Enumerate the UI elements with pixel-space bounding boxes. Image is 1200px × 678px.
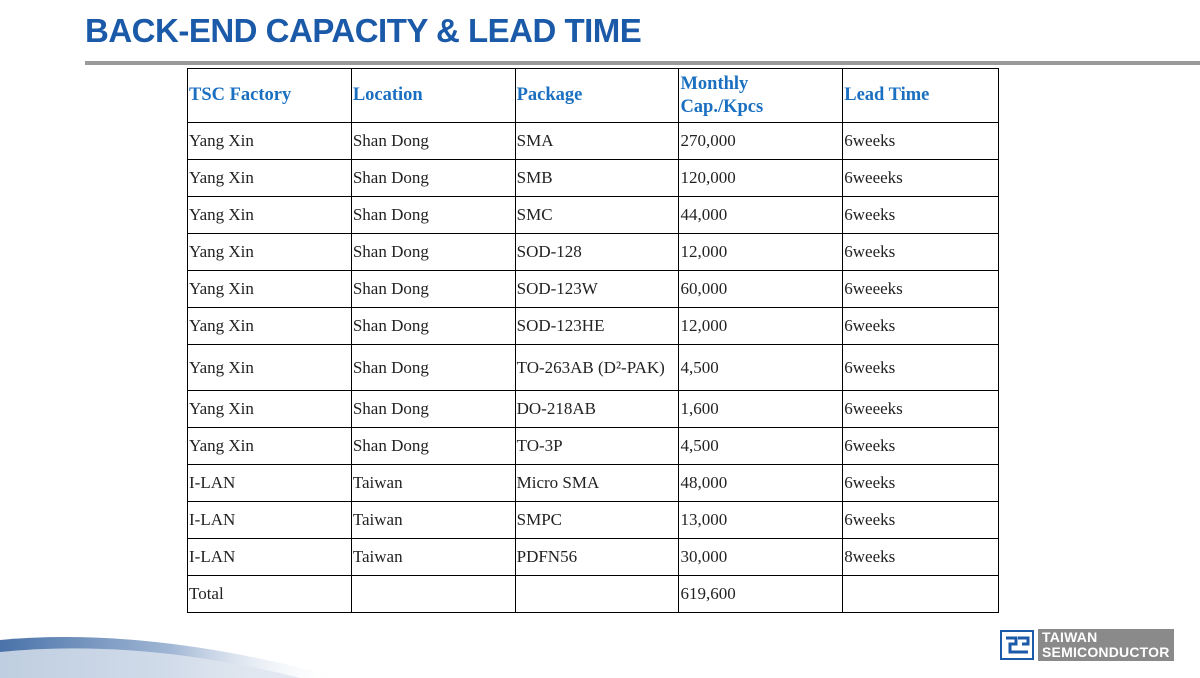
table-row: Yang Xin Shan Dong SOD-128 12,000 6weeks (187, 233, 999, 271)
table-cell: 6weeeks (842, 159, 999, 197)
table-cell: SMB (514, 159, 680, 197)
table-cell: Shan Dong (350, 270, 516, 308)
table-row: I-LAN Taiwan SMPC 13,000 6weeks (187, 501, 999, 539)
table-cell: 6weeks (842, 427, 999, 465)
logo-line: TAIWAN (1042, 629, 1098, 645)
table-row: Yang Xin Shan Dong TO-263AB (D²-PAK) 4,500 6… (187, 344, 999, 391)
column-header: Monthly Cap./Kpcs (678, 68, 844, 123)
table-cell: Shan Dong (350, 233, 516, 271)
table-cell: SMPC (514, 501, 680, 539)
table-cell: SMA (514, 122, 680, 160)
table-cell: Shan Dong (350, 344, 516, 391)
slide-title: BACK-END CAPACITY & LEAD TIME (85, 12, 642, 49)
logo: TAIWAN SEMICONDUCTOR (1000, 628, 1176, 662)
table-cell: Yang Xin (187, 307, 352, 345)
table-cell: SOD-128 (514, 233, 680, 271)
table-cell: Shan Dong (350, 159, 516, 197)
column-header-text: Package (516, 85, 583, 105)
table-cell: Yang Xin (187, 270, 352, 308)
table-cell: 60,000 (678, 270, 844, 308)
table-cell: SMC (514, 196, 680, 234)
total-label: Total (187, 575, 352, 613)
table-cell: 270,000 (678, 122, 844, 160)
table-cell: SOD-123HE (514, 307, 680, 345)
table-cell: 30,000 (678, 538, 844, 576)
table-cell: Yang Xin (187, 233, 352, 271)
table-cell: Yang Xin (187, 344, 352, 391)
table-cell: Taiwan (350, 538, 516, 576)
table-cell: Shan Dong (350, 390, 516, 428)
table-cell: Yang Xin (187, 427, 352, 465)
table-cell: PDFN56 (514, 538, 680, 576)
table-cell: 6weeks (842, 501, 999, 539)
table-cell: Yang Xin (187, 390, 352, 428)
logo-text: TAIWAN SEMICONDUCTOR (1038, 629, 1174, 661)
table-cell (514, 575, 680, 613)
table-cell: 6weeks (842, 233, 999, 271)
table-cell: DO-218AB (514, 390, 680, 428)
table-cell: 4,500 (678, 427, 844, 465)
header-row: TSC Factory Location Package Monthly Cap./K… (187, 68, 999, 123)
table-row: Yang Xin Shan Dong SOD-123HE 12,000 6weeks (187, 307, 999, 345)
table-cell: Shan Dong (350, 122, 516, 160)
table-cell: Yang Xin (187, 196, 352, 234)
table-cell: 8weeks (842, 538, 999, 576)
table-row: Yang Xin Shan Dong SMA 270,000 6weeks (187, 122, 999, 160)
capacity-table: TSC Factory Location Package Monthly Cap./K… (187, 68, 999, 613)
table-cell: 120,000 (678, 159, 844, 197)
table-cell: 6weeeks (842, 270, 999, 308)
table-cell: 12,000 (678, 233, 844, 271)
table-cell (350, 575, 516, 613)
table-row: Yang Xin Shan Dong SMB 120,000 6weeeks (187, 159, 999, 197)
table-cell: 6weeks (842, 344, 999, 391)
table-row: I-LAN Taiwan PDFN56 30,000 8weeks (187, 538, 999, 576)
table-cell: Shan Dong (350, 427, 516, 465)
table-cell: I-LAN (187, 538, 352, 576)
table-cell: Shan Dong (350, 307, 516, 345)
decorative-swoosh (0, 637, 340, 678)
logo-mark (1000, 630, 1034, 660)
column-header-text: Location (352, 85, 423, 105)
table-row: Yang Xin Shan Dong TO-3P 4,500 6weeks (187, 427, 999, 465)
table-cell: 12,000 (678, 307, 844, 345)
column-header-text: Monthly Cap./Kpcs (680, 73, 764, 117)
table-row: Yang Xin Shan Dong SMC 44,000 6weeks (187, 196, 999, 234)
table-cell: Yang Xin (187, 122, 352, 160)
table-cell: I-LAN (187, 464, 352, 502)
table-cell: TO-3P (514, 427, 680, 465)
table-cell: 4,500 (678, 344, 844, 391)
table-cell: 6weeks (842, 464, 999, 502)
table-cell (842, 575, 999, 613)
table-row: I-LAN Taiwan Micro SMA 48,000 6weeks (187, 464, 999, 502)
title-rule (85, 61, 1200, 65)
column-header: TSC Factory (187, 68, 352, 123)
table-cell: Micro SMA (514, 464, 680, 502)
table-row: Yang Xin Shan Dong SOD-123W 60,000 6weeeks (187, 270, 999, 308)
column-header: Package (514, 68, 680, 123)
table-cell: 44,000 (678, 196, 844, 234)
total-capacity: 619,600 (678, 575, 844, 613)
table-cell: Shan Dong (350, 196, 516, 234)
table-cell: I-LAN (187, 501, 352, 539)
column-header-text: Lead Time (844, 85, 930, 105)
total-row: Total 619,600 (187, 575, 999, 613)
table-cell: 1,600 (678, 390, 844, 428)
column-header: Lead Time (842, 68, 999, 123)
table-cell: 6weeks (842, 122, 999, 160)
column-header-text: TSC Factory (189, 85, 292, 105)
column-header: Location (350, 68, 516, 123)
table-cell: TO-263AB (D²-PAK) (514, 344, 680, 391)
table-cell: 6weeeks (842, 390, 999, 428)
logo-line: SEMICONDUCTOR (1042, 644, 1170, 660)
table-row: Yang Xin Shan Dong DO-218AB 1,600 6weeeks (187, 390, 999, 428)
table-cell: SOD-123W (514, 270, 680, 308)
table-cell: Yang Xin (187, 159, 352, 197)
table-cell: 6weeks (842, 307, 999, 345)
table-cell: 6weeks (842, 196, 999, 234)
table-cell: Taiwan (350, 501, 516, 539)
table-cell: 13,000 (678, 501, 844, 539)
table-cell: Taiwan (350, 464, 516, 502)
table-cell: 48,000 (678, 464, 844, 502)
